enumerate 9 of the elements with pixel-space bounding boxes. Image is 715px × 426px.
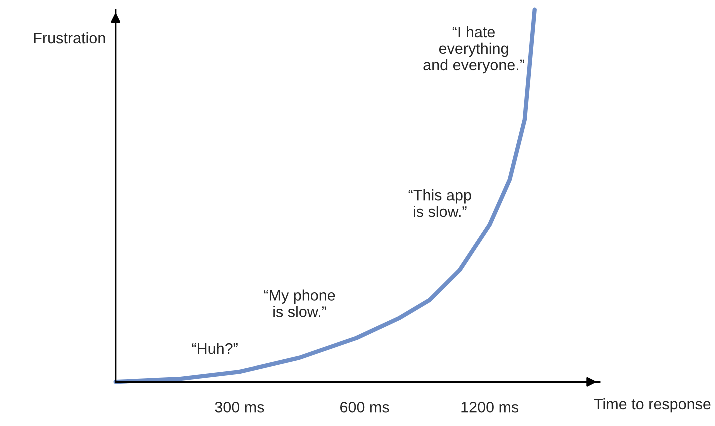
x-tick-label: 300 ms [215, 402, 264, 413]
x-tick-label: 1200 ms [462, 402, 519, 413]
y-axis-title: Frustration [34, 32, 106, 44]
x-axis-title: Time to response [594, 398, 711, 413]
annotation: “This app is slow.” [408, 190, 472, 218]
annotation: “My phone is slow.” [264, 290, 336, 318]
x-tick-label: 600 ms [340, 402, 390, 413]
annotation: “I hate everything and everyone.” [424, 26, 524, 74]
annotation: “Huh?” [192, 342, 238, 354]
